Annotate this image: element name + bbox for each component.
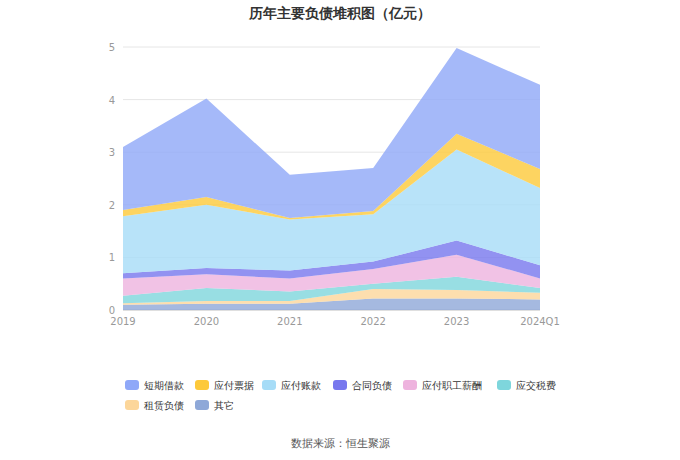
- title: 历年主要负债堆积图（亿元）: [248, 5, 431, 21]
- legend-swatch: [195, 400, 209, 410]
- legend-label: 应付职工薪酬: [422, 380, 482, 391]
- x-tick-label: 2024Q1: [520, 316, 560, 327]
- plot-area: [123, 48, 540, 310]
- legend-label: 租赁负债: [144, 400, 184, 411]
- legend-label: 应付票据: [214, 380, 254, 391]
- x-tick-label: 2023: [444, 316, 469, 327]
- legend-label: 应付账款: [281, 380, 321, 391]
- x-tick-label: 2019: [110, 316, 135, 327]
- area: [123, 48, 540, 218]
- legend-swatch: [125, 380, 139, 390]
- legend-swatch: [195, 380, 209, 390]
- legend-swatch: [262, 380, 276, 390]
- x-tick-label: 2020: [194, 316, 219, 327]
- chart: 历年主要负债堆积图（亿元） 0 1 2 3 4 5 2019 2020 2021 2022 2023 2…: [0, 0, 680, 460]
- y-tick-label: 0: [109, 305, 115, 316]
- legend-swatch: [125, 400, 139, 410]
- legend-label: 其它: [214, 400, 234, 411]
- x-tick-label: 2022: [360, 316, 385, 327]
- x-tick-label: 2021: [277, 316, 302, 327]
- legend-swatch: [497, 380, 511, 390]
- y-tick-label: 3: [109, 147, 115, 158]
- legend-label: 合同负债: [352, 380, 392, 391]
- y-tick-label: 4: [109, 95, 115, 106]
- y-tick-label: 1: [109, 252, 115, 263]
- y-tick-label: 2: [109, 200, 115, 211]
- legend-label: 短期借款: [144, 380, 184, 391]
- legend-label: 应交税费: [516, 380, 556, 391]
- grid-line: [123, 47, 540, 48]
- legend-swatch: [403, 380, 417, 390]
- source: 数据来源：恒生聚源: [291, 437, 390, 450]
- legend-swatch: [333, 380, 347, 390]
- y-tick-label: 5: [109, 42, 115, 53]
